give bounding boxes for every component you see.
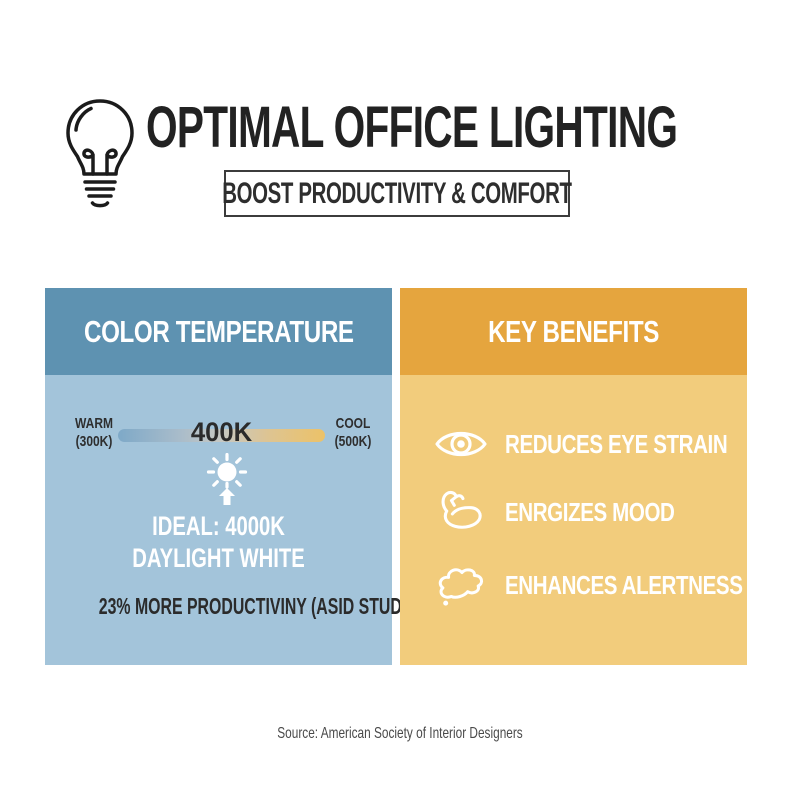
- benefit-row: ENHANCES ALERTNESS: [434, 563, 800, 607]
- benefit-label: REDUCES EYE STRAIN: [505, 428, 728, 459]
- stat-text: 23% MORE PRODUCTIVINY (ASID STUDY): [98, 593, 418, 619]
- key-benefits-header: KEY BENEFITS: [400, 288, 747, 375]
- cool-label: COOL (500K): [334, 415, 372, 450]
- color-temperature-header: COLOR TEMPERATURE: [45, 288, 392, 375]
- bicep-icon: [434, 490, 488, 534]
- temperature-gradient-bar: [118, 429, 325, 442]
- panel-title: KEY BENEFITS: [488, 313, 659, 349]
- subtitle-box: BOOST PRODUCTIVITY & COMFORT: [222, 170, 572, 217]
- subtitle-text: BOOST PRODUCTIVITY & COMFORT: [222, 176, 572, 210]
- lightbulb-icon: [66, 99, 134, 208]
- page-title: OPTIMAL OFFICE LIGHTING: [146, 95, 678, 160]
- sun-icon: [206, 453, 248, 489]
- up-arrow-icon: [219, 488, 235, 505]
- benefit-row: REDUCES EYE STRAIN: [434, 422, 786, 466]
- source-text: Source: American Society of Interior Des…: [277, 725, 523, 742]
- sun-arrow-graphic: [206, 453, 248, 505]
- key-benefits-panel: KEY BENEFITS REDUCES EYE STRAIN ENRG: [400, 288, 747, 665]
- benefit-label: ENHANCES ALERTNESS: [505, 569, 743, 600]
- ideal-text: IDEAL: 4000K DAYLIGHT WHITE: [132, 511, 305, 573]
- color-temperature-panel: COLOR TEMPERATURE WARM (300K) 400K COOL …: [45, 288, 418, 665]
- benefit-row: ENRGIZES MOOD: [434, 490, 720, 534]
- thought-cloud-icon: [434, 563, 488, 607]
- bar-value-label: 400K: [190, 417, 253, 447]
- benefit-label: ENRGIZES MOOD: [505, 496, 675, 527]
- eye-icon: [434, 422, 488, 466]
- panel-title: COLOR TEMPERATURE: [83, 313, 354, 349]
- warm-label: WARM (300K): [75, 415, 113, 450]
